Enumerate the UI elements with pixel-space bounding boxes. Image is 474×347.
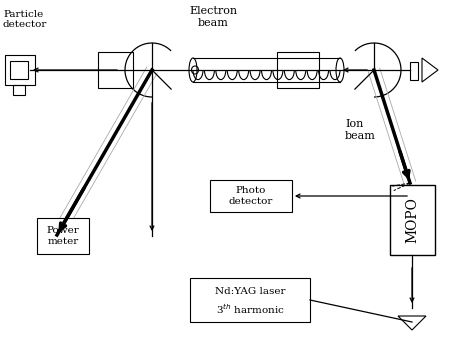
Bar	[210, 180, 292, 212]
Text: Power
meter: Power meter	[46, 226, 79, 246]
Text: Particle
detector: Particle detector	[3, 10, 47, 29]
Bar	[99, 52, 134, 88]
Text: MOPO: MOPO	[405, 197, 419, 243]
Bar	[190, 278, 310, 322]
Text: Nd:YAG laser: Nd:YAG laser	[215, 288, 285, 296]
Bar	[5, 55, 35, 85]
Bar	[37, 218, 89, 254]
Text: Photo
detector: Photo detector	[229, 186, 273, 206]
Bar	[13, 85, 25, 95]
Text: 3$^{th}$ harmonic: 3$^{th}$ harmonic	[216, 302, 284, 316]
Text: Ion
beam: Ion beam	[345, 119, 376, 141]
Text: Electron
beam: Electron beam	[189, 6, 237, 28]
Bar	[410, 62, 418, 80]
Bar	[390, 185, 435, 255]
Bar	[277, 52, 319, 88]
Bar	[10, 61, 28, 79]
